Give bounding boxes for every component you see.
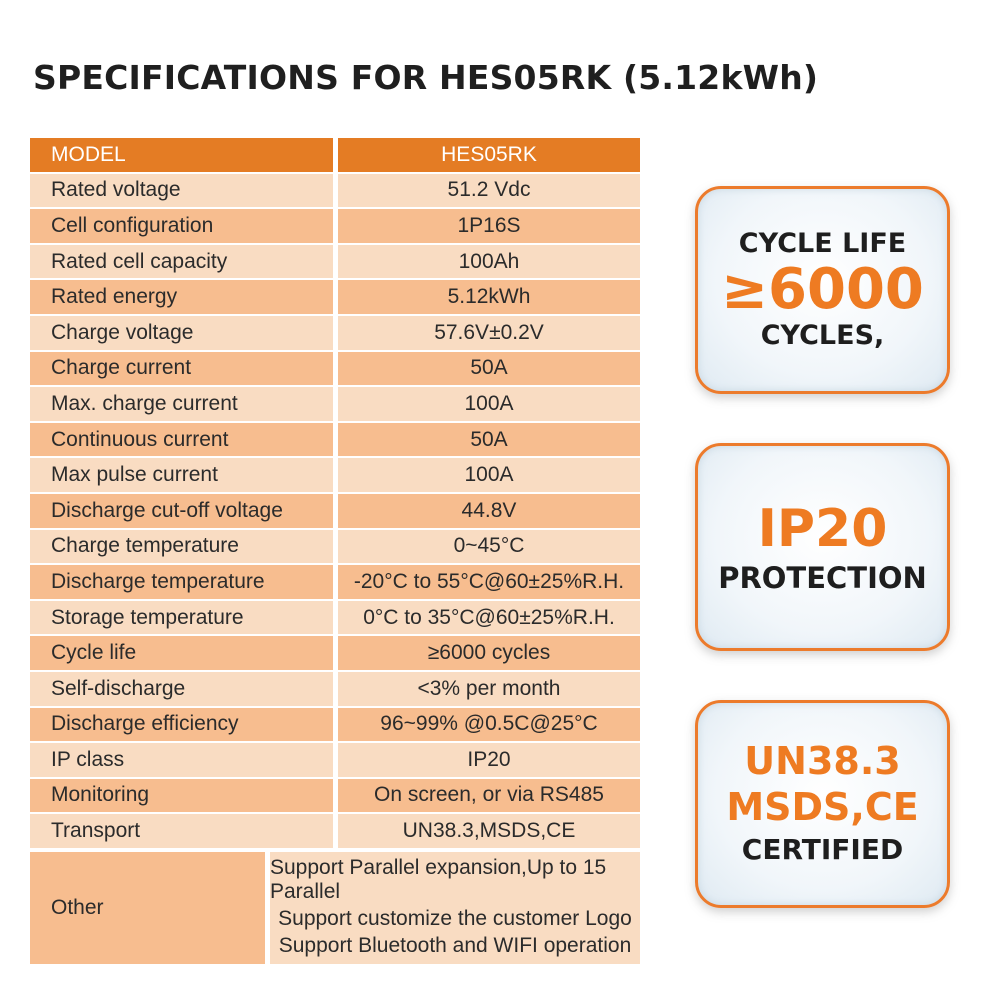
row-label: Charge temperature — [30, 529, 333, 566]
other-values: Support Parallel expansion,Up to 15 Para… — [270, 851, 640, 964]
row-label: Charge voltage — [30, 315, 333, 352]
table-row: Rated energy 5.12kWh — [30, 280, 640, 316]
badge-text: PROTECTION — [718, 561, 927, 595]
row-label: Rated energy — [30, 280, 333, 316]
table-row-other: Other Support Parallel expansion,Up to 1… — [30, 851, 640, 964]
table-row: Storage temperature 0°C to 35°C@60±25%R.H… — [30, 600, 640, 637]
row-value: -20°C to 55°C@60±25%R.H. — [338, 565, 640, 601]
table-header-row: MODEL HES05RK — [30, 138, 640, 174]
other-line: Support customize the customer Logo — [278, 906, 632, 930]
header-label: MODEL — [30, 138, 333, 174]
row-value: ≥6000 cycles — [338, 636, 640, 672]
row-label: Rated cell capacity — [30, 244, 333, 281]
row-value: 51.2 Vdc — [338, 173, 640, 210]
row-label: Self-discharge — [30, 671, 333, 708]
badge-highlight: ≥6000 — [721, 257, 924, 322]
badge-highlight: MSDS,CE — [726, 785, 919, 829]
row-label: IP class — [30, 743, 333, 779]
row-label: Charge current — [30, 351, 333, 388]
row-label: Continuous current — [30, 422, 333, 459]
row-value: <3% per month — [338, 671, 640, 708]
row-value: IP20 — [338, 743, 640, 779]
row-value: 50A — [338, 351, 640, 388]
table-row: Discharge efficiency 96~99% @0.5C@25°C — [30, 707, 640, 744]
badge-text: CERTIFIED — [741, 833, 904, 866]
table-row: Cell configuration 1P16S — [30, 209, 640, 245]
row-value: On screen, or via RS485 — [338, 778, 640, 815]
row-value: 50A — [338, 422, 640, 459]
row-value: 0°C to 35°C@60±25%R.H. — [338, 600, 640, 637]
row-label: Cycle life — [30, 636, 333, 672]
other-line: Support Bluetooth and WIFI operation — [278, 934, 632, 958]
row-label: Discharge cut-off voltage — [30, 493, 333, 530]
badge-highlight: IP20 — [757, 499, 888, 559]
row-value: 100A — [338, 387, 640, 423]
row-label: Storage temperature — [30, 600, 333, 637]
certification-badge: UN38.3 MSDS,CE CERTIFIED — [695, 700, 950, 908]
table-row: IP class IP20 — [30, 743, 640, 779]
table-row: Self-discharge <3% per month — [30, 671, 640, 708]
table-row: Continuous current 50A — [30, 422, 640, 459]
table-row: Discharge temperature -20°C to 55°C@60±25… — [30, 565, 640, 601]
table-row: Rated cell capacity 100Ah — [30, 244, 640, 281]
row-value: 100Ah — [338, 244, 640, 281]
row-label: Discharge efficiency — [30, 707, 333, 744]
table-row: Cycle life ≥6000 cycles — [30, 636, 640, 672]
page-title: SPECIFICATIONS FOR HES05RK (5.12kWh) — [33, 58, 819, 97]
badge-text: CYCLE LIFE — [738, 228, 907, 259]
table-row: Discharge cut-off voltage 44.8V — [30, 493, 640, 530]
row-value: 0~45°C — [338, 529, 640, 566]
row-value: 44.8V — [338, 493, 640, 530]
spec-table: MODEL HES05RK Rated voltage 51.2 Vdc Cell … — [30, 138, 640, 964]
row-label: Max. charge current — [30, 387, 333, 423]
row-label: Max pulse current — [30, 458, 333, 494]
table-row: Charge current 50A — [30, 351, 640, 388]
table-row: Max pulse current 100A — [30, 458, 640, 494]
row-label: Monitoring — [30, 778, 333, 815]
row-value: 5.12kWh — [338, 280, 640, 316]
row-value: UN38.3,MSDS,CE — [338, 814, 640, 850]
other-label: Other — [30, 851, 265, 964]
cycle-life-badge: CYCLE LIFE ≥6000 CYCLES, — [695, 186, 950, 394]
row-label: Rated voltage — [30, 173, 333, 210]
table-row: Max. charge current 100A — [30, 387, 640, 423]
table-row: Monitoring On screen, or via RS485 — [30, 778, 640, 815]
badge-highlight: UN38.3 — [744, 739, 901, 783]
table-row: Charge temperature 0~45°C — [30, 529, 640, 566]
ip-protection-badge: IP20 PROTECTION — [695, 443, 950, 651]
row-value: 57.6V±0.2V — [338, 315, 640, 352]
table-row: Transport UN38.3,MSDS,CE — [30, 814, 640, 850]
row-label: Discharge temperature — [30, 565, 333, 601]
row-value: 96~99% @0.5C@25°C — [338, 707, 640, 744]
row-value: 1P16S — [338, 209, 640, 245]
header-value: HES05RK — [338, 138, 640, 174]
badge-text: CYCLES, — [760, 320, 885, 351]
row-label: Cell configuration — [30, 209, 333, 245]
other-line: Support Parallel expansion,Up to 15 Para… — [270, 855, 607, 903]
row-label: Transport — [30, 814, 333, 850]
table-row: Charge voltage 57.6V±0.2V — [30, 315, 640, 352]
row-value: 100A — [338, 458, 640, 494]
table-row: Rated voltage 51.2 Vdc — [30, 173, 640, 210]
